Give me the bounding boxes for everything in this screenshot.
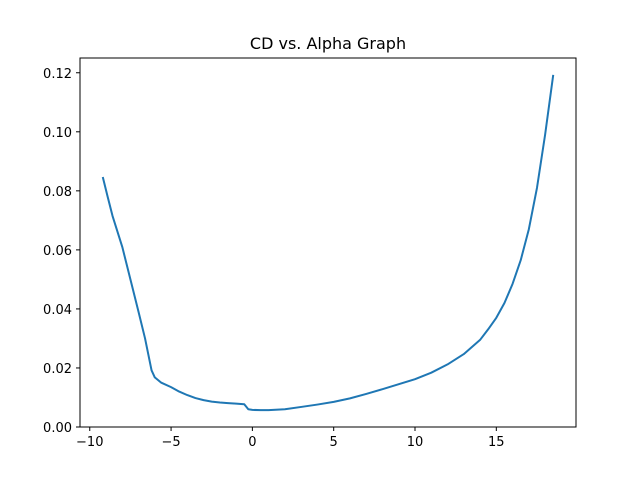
y-tick-label: 0.06: [43, 244, 72, 259]
series-line: [101, 74, 555, 412]
plot-area: −10 −5 0 5 10 15 0.00 0.02 0.04 0.06 0.08 0.10 0.12: [43, 67, 555, 450]
y-tick-label: 0.12: [43, 67, 72, 82]
x-tick-label: 0: [248, 435, 256, 450]
y-tick-label: 0.10: [43, 126, 72, 141]
x-tick-label: 15: [488, 435, 505, 450]
chart-title: CD vs. Alpha Graph: [250, 34, 406, 53]
y-tick-label: 0.08: [43, 185, 72, 200]
x-tick-label: −5: [161, 435, 180, 450]
x-tick-label: 10: [407, 435, 424, 450]
x-tick-label: 5: [330, 435, 338, 450]
x-tick-label: −10: [76, 435, 103, 450]
plot-frame: [79, 57, 577, 428]
y-tick-label: 0.02: [43, 362, 72, 377]
y-tick-label: 0.00: [43, 421, 72, 436]
y-tick-label: 0.04: [43, 303, 72, 318]
